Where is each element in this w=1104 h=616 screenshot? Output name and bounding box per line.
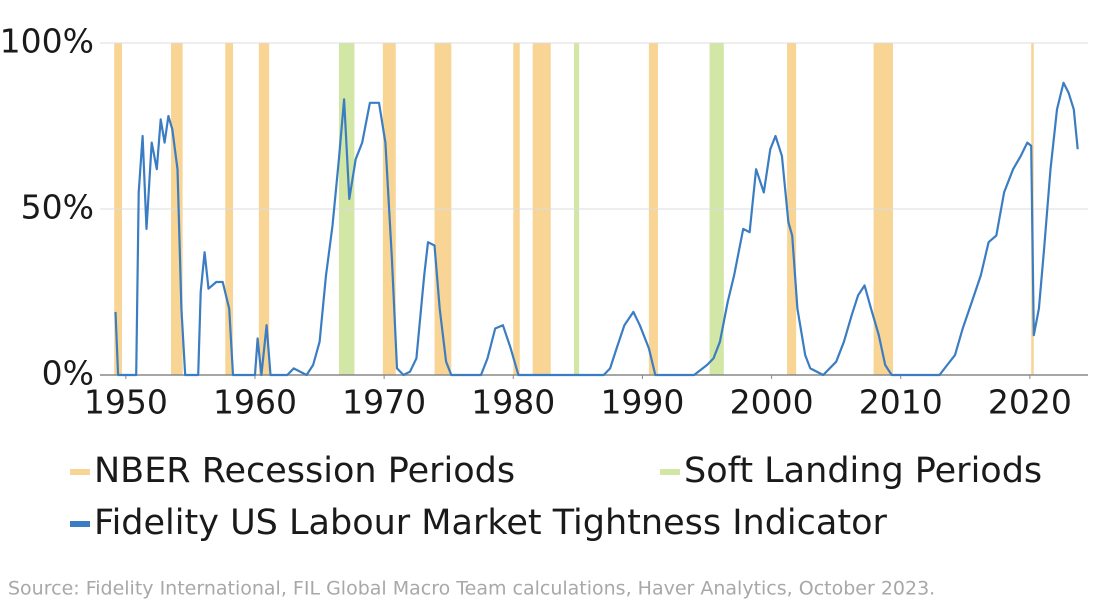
source-note: Source: Fidelity International, FIL Glob… [8,578,935,600]
legend-swatch [660,469,680,475]
x-tick-label: 1960 [213,383,297,422]
legend-label: Soft Landing Periods [684,451,1042,491]
y-tick-label: 50% [21,188,94,227]
x-tick-label: 2010 [859,383,943,422]
indicator-line [114,81,1079,377]
x-tick-label: 2000 [730,383,814,422]
x-tick-label: 1970 [342,383,426,422]
x-tick-label: 1950 [84,383,168,422]
x-tick-label: 2020 [988,383,1072,422]
y-tick-label: 0% [42,354,94,393]
y-tick-label: 100% [0,22,94,61]
x-tick-label: 1990 [600,383,684,422]
legend-swatch [70,521,90,527]
legend-label: NBER Recession Periods [94,451,515,491]
legend-label: Fidelity US Labour Market Tightness Indi… [94,503,887,543]
legend-swatch [70,469,90,475]
x-tick-label: 1980 [471,383,555,422]
